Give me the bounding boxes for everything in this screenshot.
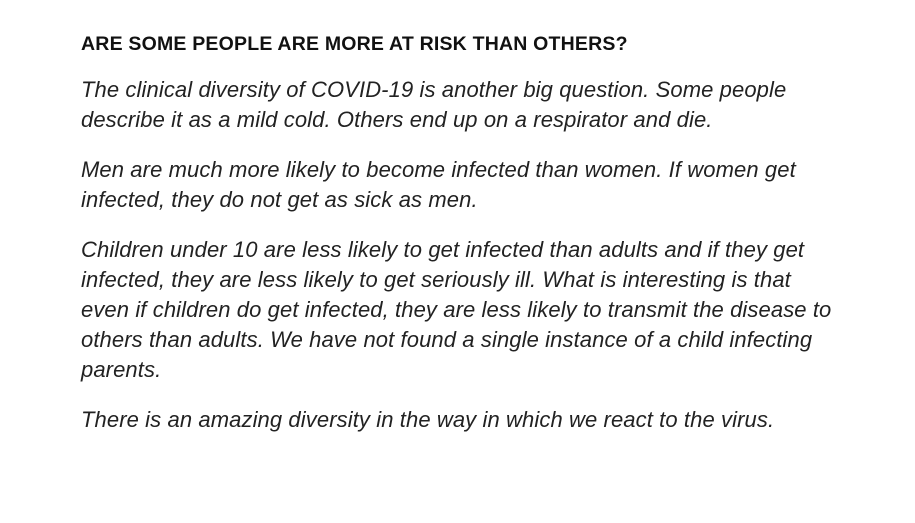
paragraph-men-vs-women: Men are much more likely to become infec… xyxy=(81,157,796,212)
paragraph-clinical-diversity: The clinical diversity of COVID-19 is an… xyxy=(81,77,787,132)
article-section: ARE SOME PEOPLE ARE MORE AT RISK THAN OT… xyxy=(81,30,841,455)
section-heading: ARE SOME PEOPLE ARE MORE AT RISK THAN OT… xyxy=(81,33,628,55)
paragraph-diversity-reaction: There is an amazing diversity in the way… xyxy=(81,407,775,432)
paragraph-children: Children under 10 are less likely to get… xyxy=(81,237,832,382)
